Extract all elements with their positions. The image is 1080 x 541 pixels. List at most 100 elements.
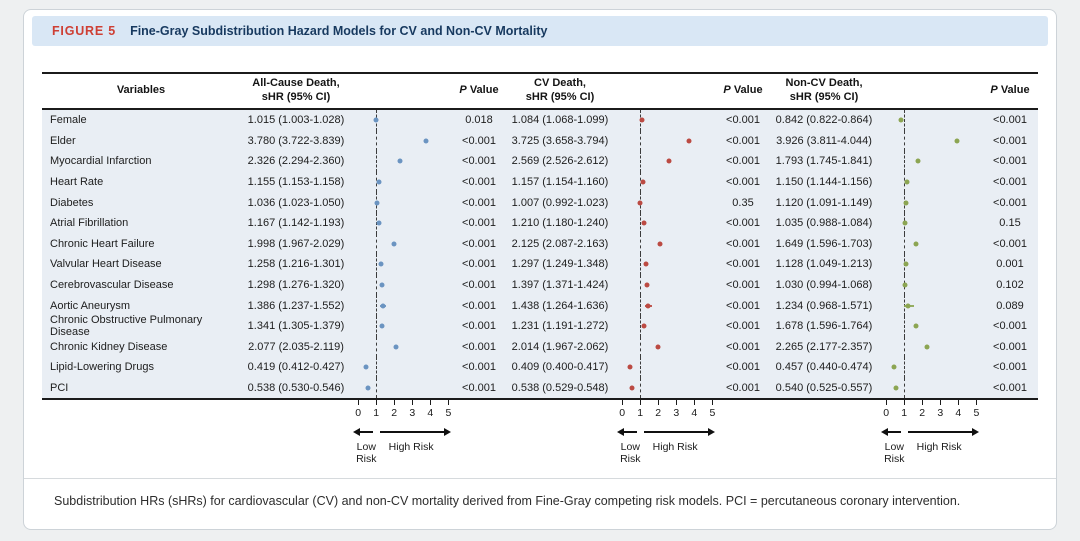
forest-plot-cell (616, 212, 718, 234)
row-variable: Female (50, 114, 87, 127)
p-value: <0.001 (726, 299, 760, 312)
row-variable: Cerebrovascular Disease (50, 279, 174, 292)
axis-tick (886, 400, 888, 406)
p-value: <0.001 (462, 279, 496, 292)
shr-ci-value: 3.926 (3.811-4.044) (776, 134, 872, 147)
forest-plot-cell (880, 357, 982, 378)
row-variable: Myocardial Infarction (50, 155, 152, 168)
shr-ci-value: 1.084 (1.068-1.099) (511, 114, 609, 127)
shr-ci-value: 2.014 (1.967-2.062) (511, 340, 609, 353)
axis-tick-label: 5 (973, 407, 980, 420)
p-value: <0.001 (462, 134, 496, 147)
axis-tick-label: 3 (673, 407, 680, 420)
hr-dot (363, 364, 369, 370)
hr-dot (379, 282, 385, 288)
axis-tick-label: 5 (445, 407, 452, 420)
forest-plot-cell (616, 130, 718, 152)
axis-tick-label: 1 (373, 407, 380, 420)
hr-dot (397, 158, 403, 164)
shr-ci-value: 1.998 (1.967-2.029) (247, 237, 345, 250)
row-variable: Heart Rate (50, 176, 104, 189)
p-value: <0.001 (726, 258, 760, 271)
hr-dot (640, 179, 646, 185)
table-body: Female 1.015 (1.003-1.028) 0.018 1.084 (1.0… (42, 110, 1038, 401)
axis-tick (922, 400, 924, 406)
hr-dot (902, 220, 908, 226)
shr-ci-value: 1.231 (1.191-1.272) (511, 320, 609, 333)
p-value: 0.15 (999, 217, 1021, 230)
axis-tick (376, 400, 378, 406)
shr-ci-value: 0.409 (0.400-0.417) (511, 361, 609, 374)
p-value: <0.001 (993, 361, 1027, 374)
forest-plot-cell (352, 151, 454, 172)
p-value: <0.001 (993, 176, 1027, 189)
axis-tick (958, 400, 960, 406)
forest-plot-cell (352, 377, 454, 399)
hr-dot (686, 138, 692, 144)
shr-ci-value: 2.077 (2.035-2.119) (248, 340, 344, 353)
row-variable: Chronic Kidney Disease (50, 340, 168, 353)
shr-ci-value: 1.157 (1.154-1.160) (511, 176, 609, 189)
figure-caption: Subdistribution HRs (sHRs) for cardiovas… (24, 478, 1056, 524)
forest-plot-cell (880, 315, 982, 337)
shr-ci-value: 1.397 (1.371-1.424) (511, 279, 609, 292)
p-value: <0.001 (726, 176, 760, 189)
hr-dot (893, 385, 899, 391)
p-value: 0.089 (996, 299, 1024, 312)
forest-plot-cell (352, 110, 454, 131)
forest-plot-cell (352, 357, 454, 378)
row-variable: Atrial Fibrillation (50, 217, 129, 230)
shr-ci-value: 1.341 (1.305-1.379) (247, 320, 345, 333)
hr-dot (666, 158, 671, 164)
p-value: <0.001 (726, 279, 760, 292)
forest-plot-cell (880, 274, 982, 296)
shr-ci-value: 0.457 (0.440-0.474) (775, 361, 873, 374)
p-value: <0.001 (462, 155, 496, 168)
p-value: <0.001 (993, 134, 1027, 147)
p-value: <0.001 (726, 217, 760, 230)
axis-tick-label: 1 (637, 407, 644, 420)
forest-plot-cell (616, 295, 718, 316)
hr-dot (629, 385, 635, 391)
forest-plot-cell (616, 233, 718, 255)
shr-ci-value: 1.155 (1.153-1.158) (247, 176, 345, 189)
hr-dot (913, 241, 919, 247)
forest-plot-cell (616, 192, 718, 213)
axis-tick-label: 4 (427, 407, 434, 420)
hr-dot (903, 261, 909, 267)
forest-plot-cell (880, 192, 982, 213)
hr-dot (641, 220, 647, 226)
axis-tick-label: 4 (955, 407, 962, 420)
axis-tick-label: 3 (409, 407, 416, 420)
row-variable: PCI (50, 382, 69, 395)
axis-tick-label: 5 (709, 407, 716, 420)
shr-ci-value: 1.035 (0.988-1.084) (775, 217, 873, 230)
axis-tick (358, 400, 360, 406)
p-value: <0.001 (993, 196, 1027, 209)
p-value: <0.001 (726, 237, 760, 250)
shr-ci-value: 2.265 (2.177-2.357) (775, 340, 873, 353)
hr-dot (643, 261, 649, 267)
shr-ci-value: 1.036 (1.023-1.050) (247, 196, 345, 209)
p-value: <0.001 (726, 382, 760, 395)
hr-dot (898, 117, 904, 123)
low-risk-arrow (353, 428, 373, 437)
figure-title: Fine-Gray Subdistribution Hazard Models … (130, 24, 548, 38)
p-value: <0.001 (726, 320, 760, 333)
hr-dot (903, 200, 909, 206)
hr-dot (373, 117, 379, 123)
shr-ci-value: 3.725 (3.658-3.794) (511, 134, 609, 147)
axis-tick-label: 0 (619, 407, 626, 420)
col-header-all-cause-shr: All-Cause Death, sHR (95% CI) (252, 77, 340, 103)
forest-plot-cell (352, 336, 454, 358)
forest-plot-cell (880, 336, 982, 358)
forest-plot-cell (880, 295, 982, 316)
p-value: <0.001 (993, 340, 1027, 353)
hr-dot (902, 282, 908, 288)
high-risk-label: High Risk (916, 441, 962, 454)
p-value: <0.001 (462, 217, 496, 230)
col-header-non-cv-shr: Non-CV Death, sHR (95% CI) (785, 77, 863, 103)
hr-dot (365, 385, 371, 391)
high-risk-arrow (644, 428, 716, 437)
